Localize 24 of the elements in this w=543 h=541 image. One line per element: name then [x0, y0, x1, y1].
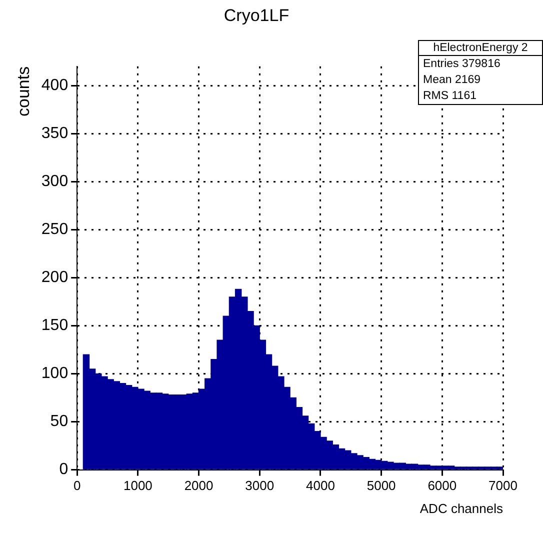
y-tick-label: 150	[41, 317, 68, 334]
y-tick-label: 300	[41, 173, 68, 190]
y-tick-label: 0	[59, 461, 68, 478]
annotation: RMS 1161	[422, 89, 478, 104]
y-tick-label: 250	[41, 221, 68, 238]
y-tick-label: 350	[41, 125, 68, 142]
x-tick-label: 1000	[123, 478, 152, 494]
chart-title: Cryo1LF	[224, 6, 290, 25]
x-tick-label: 4000	[306, 478, 335, 494]
y-tick-label: 100	[41, 365, 68, 382]
annotation: Mean 2169	[422, 73, 482, 88]
text: hElectronEnergy 2	[419, 41, 542, 56]
y-tick-label: 400	[41, 77, 68, 94]
x-tick-label: 2000	[184, 478, 214, 494]
x-tick-label: 6000	[428, 478, 457, 494]
x-tick-label: 7000	[488, 478, 518, 494]
y-axis-title: counts	[14, 66, 33, 116]
x-tick-label: 0	[73, 478, 81, 494]
x-tick-label: 3000	[245, 478, 274, 494]
y-tick-label: 200	[41, 269, 68, 286]
x-axis-title: ADC channels	[420, 500, 504, 516]
y-tick-label: 50	[50, 413, 68, 430]
annotation: Entries 379816	[422, 57, 502, 72]
x-tick-label: 5000	[366, 478, 396, 494]
